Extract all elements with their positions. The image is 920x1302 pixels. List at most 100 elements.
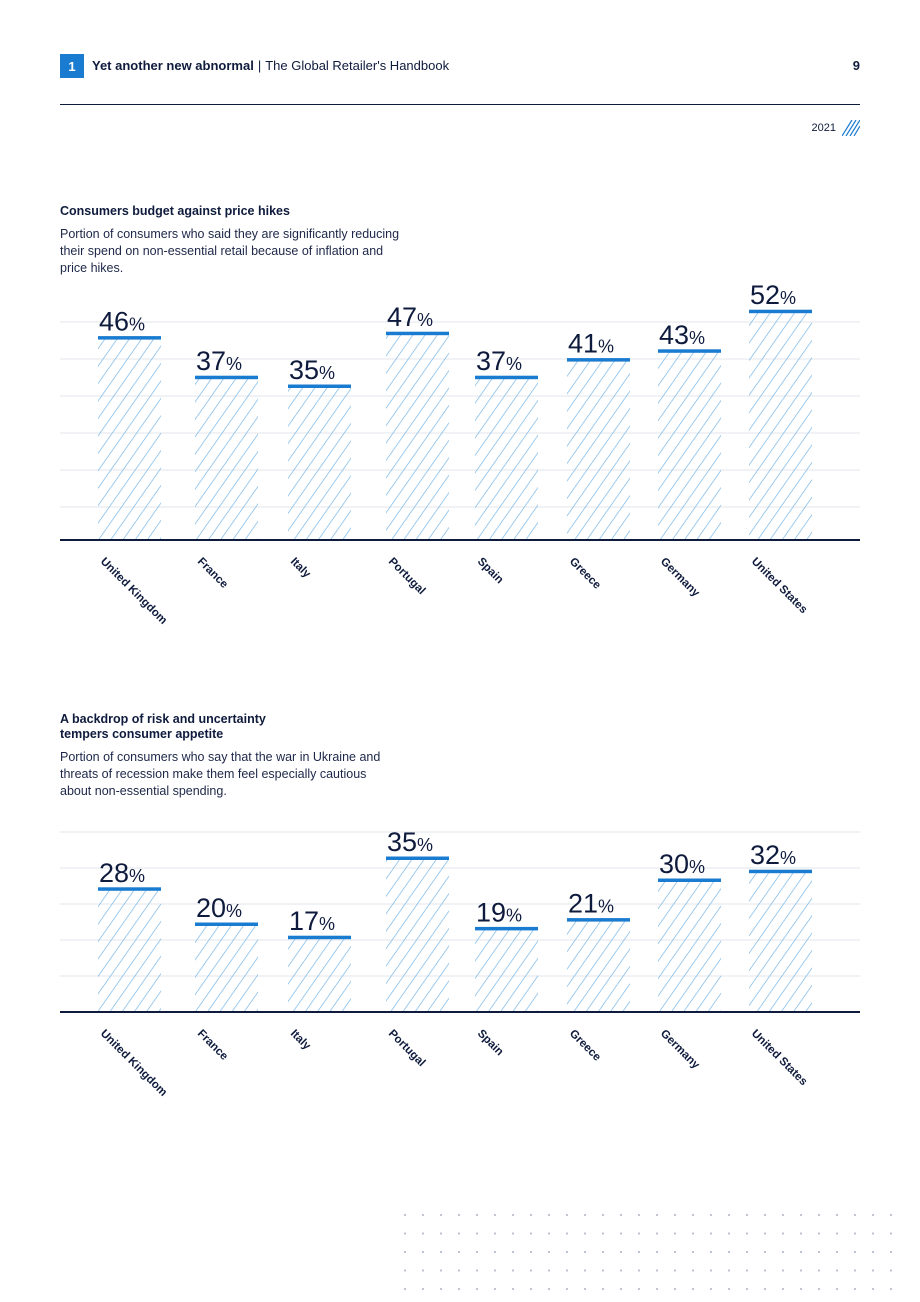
dot <box>619 1232 623 1235</box>
tick-label: Greece <box>567 1028 603 1064</box>
dot <box>817 1287 821 1291</box>
chart-2-subtitle: Portion of consumers who say that the wa… <box>60 750 381 798</box>
bar-cap <box>567 358 630 362</box>
dot <box>817 1269 821 1272</box>
data-label: 35% <box>387 827 433 857</box>
dot <box>691 1269 695 1272</box>
data-label: 52% <box>750 280 796 310</box>
dot <box>421 1269 425 1272</box>
dot <box>853 1250 857 1254</box>
dot <box>655 1232 659 1235</box>
header-divider <box>60 104 860 105</box>
dot <box>817 1250 821 1254</box>
chart-1-title: Consumers budget against price hikes <box>60 204 290 218</box>
dot <box>619 1287 623 1291</box>
dot <box>637 1250 641 1254</box>
header-separator: | <box>257 58 262 73</box>
tick-label: Portugal <box>386 556 427 597</box>
dot <box>745 1287 749 1291</box>
dot <box>601 1250 605 1254</box>
dot <box>475 1213 479 1217</box>
dot <box>655 1287 659 1291</box>
tick-label: United States <box>749 1028 809 1088</box>
dot <box>583 1250 587 1254</box>
dot <box>727 1269 731 1272</box>
tick-label: Germany <box>658 556 702 600</box>
dot <box>637 1269 641 1272</box>
chart-2-title: A backdrop of risk and uncertainty tempe… <box>60 712 266 741</box>
bar-united-states <box>749 871 812 1012</box>
bar-cap <box>567 918 630 922</box>
dot <box>691 1213 695 1217</box>
bar-germany <box>658 350 721 540</box>
tick-label: Italy <box>288 556 313 581</box>
dot <box>727 1232 731 1235</box>
bar-italy <box>288 386 351 540</box>
chart-1-subtitle: Portion of consumers who said they are s… <box>60 227 400 275</box>
dot <box>799 1287 803 1291</box>
dot <box>709 1213 713 1217</box>
dot <box>709 1250 713 1254</box>
dot <box>457 1213 461 1217</box>
dot <box>547 1213 551 1217</box>
dot <box>799 1250 803 1254</box>
dot <box>439 1287 443 1291</box>
book-title: The Global Retailer's Handbook <box>265 58 450 73</box>
bar-spain <box>475 928 538 1012</box>
bar-cap <box>195 375 258 380</box>
dot <box>583 1213 587 1217</box>
dot <box>745 1269 749 1272</box>
dot <box>475 1250 479 1254</box>
dot <box>601 1232 605 1235</box>
dot <box>889 1213 893 1217</box>
dot <box>457 1269 461 1272</box>
dot <box>871 1232 875 1235</box>
dot <box>619 1250 623 1254</box>
dot <box>763 1250 767 1254</box>
bar-cap <box>98 336 161 340</box>
bar-cap <box>288 384 351 388</box>
dot <box>493 1269 497 1272</box>
dot <box>817 1213 821 1217</box>
bar-portugal <box>386 858 449 1012</box>
dot <box>799 1232 803 1235</box>
bar-cap <box>386 856 449 860</box>
bar-greece <box>567 359 630 540</box>
dot <box>529 1250 533 1254</box>
data-label: 37% <box>476 346 522 376</box>
dot <box>655 1213 659 1217</box>
dot <box>709 1287 713 1291</box>
bar-cap <box>195 922 258 926</box>
dot <box>403 1269 407 1272</box>
dot <box>403 1287 407 1291</box>
data-label: 20% <box>196 893 242 923</box>
dot <box>889 1232 893 1235</box>
dot <box>565 1213 569 1217</box>
data-label: 17% <box>289 906 335 936</box>
dot <box>439 1250 443 1254</box>
bar-cap <box>98 887 161 891</box>
dot <box>673 1250 677 1254</box>
page-number: 9 <box>852 58 860 73</box>
dot <box>691 1250 695 1254</box>
dot <box>547 1232 551 1235</box>
data-label: 46% <box>99 307 145 337</box>
dot <box>475 1232 479 1235</box>
dot <box>529 1213 533 1217</box>
tick-label: United States <box>749 556 809 616</box>
year-label: 2021 <box>811 122 836 134</box>
dot <box>745 1250 749 1254</box>
dot <box>655 1250 659 1254</box>
dot <box>547 1250 551 1254</box>
dot <box>835 1250 839 1254</box>
data-label: 43% <box>659 320 705 350</box>
dot <box>835 1232 839 1235</box>
dot <box>601 1269 605 1272</box>
data-label: 30% <box>659 849 705 879</box>
hatch-icon <box>842 120 860 136</box>
bar-cap <box>749 309 812 314</box>
page-header: 1 Yet another new abnormal | The Global Re… <box>60 54 860 78</box>
dot <box>439 1269 443 1272</box>
dot <box>601 1213 605 1217</box>
dot <box>511 1269 515 1272</box>
